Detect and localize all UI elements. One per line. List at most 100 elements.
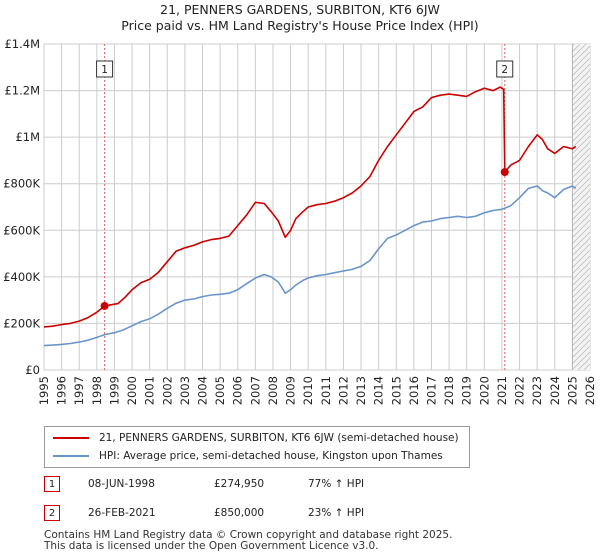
chart-legend: 21, PENNERS GARDENS, SURBITON, KT6 6JW (… bbox=[44, 426, 470, 468]
x-tick-label: 2012 bbox=[336, 376, 350, 405]
x-tick-label: 2026 bbox=[583, 376, 597, 405]
x-tick-label: 2014 bbox=[372, 376, 386, 405]
y-tick-label: £400K bbox=[3, 270, 40, 284]
hatch-line bbox=[572, 327, 590, 346]
hatch-line bbox=[577, 357, 590, 370]
x-tick-label: 1998 bbox=[90, 376, 104, 405]
hatch-line bbox=[572, 57, 590, 76]
hatch-line bbox=[572, 44, 575, 46]
hatch-line bbox=[572, 285, 590, 304]
hatch-line bbox=[572, 189, 590, 208]
transaction-point bbox=[100, 301, 109, 310]
hatch-line bbox=[572, 201, 590, 220]
hatch-line bbox=[572, 99, 590, 118]
hatch-line bbox=[572, 309, 590, 328]
property-line bbox=[43, 86, 577, 328]
hatch-line bbox=[572, 117, 590, 136]
legend-item-property: 21, PENNERS GARDENS, SURBITON, KT6 6JW (… bbox=[53, 430, 459, 446]
x-tick-label: 2013 bbox=[354, 376, 368, 405]
transaction-badge-box bbox=[496, 60, 514, 78]
x-tick-label: 1996 bbox=[55, 376, 69, 405]
x-tick-label: 2025 bbox=[565, 376, 579, 405]
hatch-line bbox=[572, 207, 590, 226]
x-tick-label: 2019 bbox=[460, 376, 474, 405]
x-tick-label: 2004 bbox=[196, 376, 210, 405]
hatch-line bbox=[572, 10, 590, 28]
hatch-line bbox=[572, 183, 590, 202]
hatch-line bbox=[572, 22, 590, 40]
hatch-line bbox=[572, 213, 590, 232]
y-tick-label: £200K bbox=[3, 316, 40, 330]
hatch-line bbox=[572, 177, 590, 196]
chart-title: 21, PENNERS GARDENS, SURBITON, KT6 6JW bbox=[160, 2, 440, 17]
legend-item-hpi: HPI: Average price, semi-detached house,… bbox=[53, 448, 443, 464]
x-tick-label: 1997 bbox=[72, 376, 86, 405]
hatch-line bbox=[572, 75, 590, 94]
transaction-price: £274,950 bbox=[214, 478, 265, 490]
hpi-line bbox=[43, 185, 577, 347]
forecast-hatch bbox=[572, 4, 590, 370]
hatch-line bbox=[572, 315, 590, 334]
transaction-hpi: 77% ↑ HPI bbox=[308, 478, 365, 490]
hatch-line bbox=[572, 345, 590, 364]
hatch-line bbox=[572, 333, 590, 352]
hatch-line bbox=[572, 195, 590, 214]
hatch-line bbox=[572, 279, 590, 298]
x-tick-label: 2016 bbox=[407, 376, 421, 405]
transaction-price: £850,000 bbox=[214, 507, 265, 519]
footer: Contains HM Land Registry data © Crown c… bbox=[44, 530, 452, 552]
hatch-line bbox=[572, 237, 590, 256]
legend-label-hpi: HPI: Average price, semi-detached house,… bbox=[99, 450, 443, 462]
hatch-line bbox=[572, 51, 590, 70]
forecast-region bbox=[572, 44, 590, 370]
x-tick-label: 2007 bbox=[248, 376, 262, 405]
x-tick-label: 2009 bbox=[284, 376, 298, 405]
hatch-line bbox=[572, 249, 590, 268]
legend-swatch-hpi bbox=[53, 455, 89, 457]
x-tick-label: 2011 bbox=[319, 376, 333, 405]
hatch-line bbox=[572, 255, 590, 274]
hatch-line bbox=[572, 63, 590, 82]
x-tick-label: 2024 bbox=[548, 376, 562, 405]
y-tick-label: £1M bbox=[15, 130, 40, 144]
chart-subtitle: Price paid vs. HM Land Registry's House … bbox=[121, 18, 478, 33]
footer-copyright: Contains HM Land Registry data © Crown c… bbox=[44, 529, 453, 541]
hatch-line bbox=[572, 123, 590, 142]
x-axis-ticks: 1995 1996 1997 1998 1999 2000 2001 2002 2003 2004… bbox=[37, 376, 597, 405]
hatch-line bbox=[572, 87, 590, 106]
footer-licence: This data is licensed under the Open Gov… bbox=[44, 540, 379, 552]
x-tick-label: 2022 bbox=[513, 376, 527, 405]
hatch-line bbox=[572, 273, 590, 292]
hatch-line bbox=[572, 16, 590, 34]
transaction-point bbox=[500, 168, 509, 177]
hatch-line bbox=[572, 321, 590, 340]
y-tick-label: £800K bbox=[3, 177, 40, 191]
hatch-line bbox=[572, 44, 581, 52]
hatch-line bbox=[572, 261, 590, 280]
hatch-line bbox=[572, 111, 590, 130]
x-tick-label: 2008 bbox=[266, 376, 280, 405]
legend-swatch-property bbox=[53, 437, 89, 439]
transaction-row: 1 08-JUN-1998 £274,950 77% ↑ HPI bbox=[44, 476, 464, 494]
x-tick-label: 2006 bbox=[231, 376, 245, 405]
transaction-points bbox=[100, 168, 509, 310]
x-tick-label: 2002 bbox=[160, 376, 174, 405]
transaction-badge: 1 bbox=[44, 476, 60, 492]
x-tick-label: 2005 bbox=[213, 376, 227, 405]
transaction-badge-box bbox=[96, 60, 114, 78]
hatch-line bbox=[572, 243, 590, 262]
x-tick-label: 2000 bbox=[125, 376, 139, 405]
hatch-line bbox=[572, 93, 590, 112]
y-tick-label: £600K bbox=[3, 223, 40, 237]
transaction-badge: 2 bbox=[44, 505, 60, 521]
transaction-hpi: 23% ↑ HPI bbox=[308, 507, 365, 519]
hatch-line bbox=[572, 231, 590, 250]
hatch-line bbox=[572, 69, 590, 88]
hatch-line bbox=[572, 4, 590, 22]
hatch-line bbox=[572, 147, 590, 166]
transaction-row: 2 26-FEB-2021 £850,000 23% ↑ HPI bbox=[44, 505, 464, 523]
transaction-date: 08-JUN-1998 bbox=[88, 478, 155, 490]
hatch-line bbox=[572, 339, 590, 358]
hatch-line bbox=[572, 267, 590, 286]
